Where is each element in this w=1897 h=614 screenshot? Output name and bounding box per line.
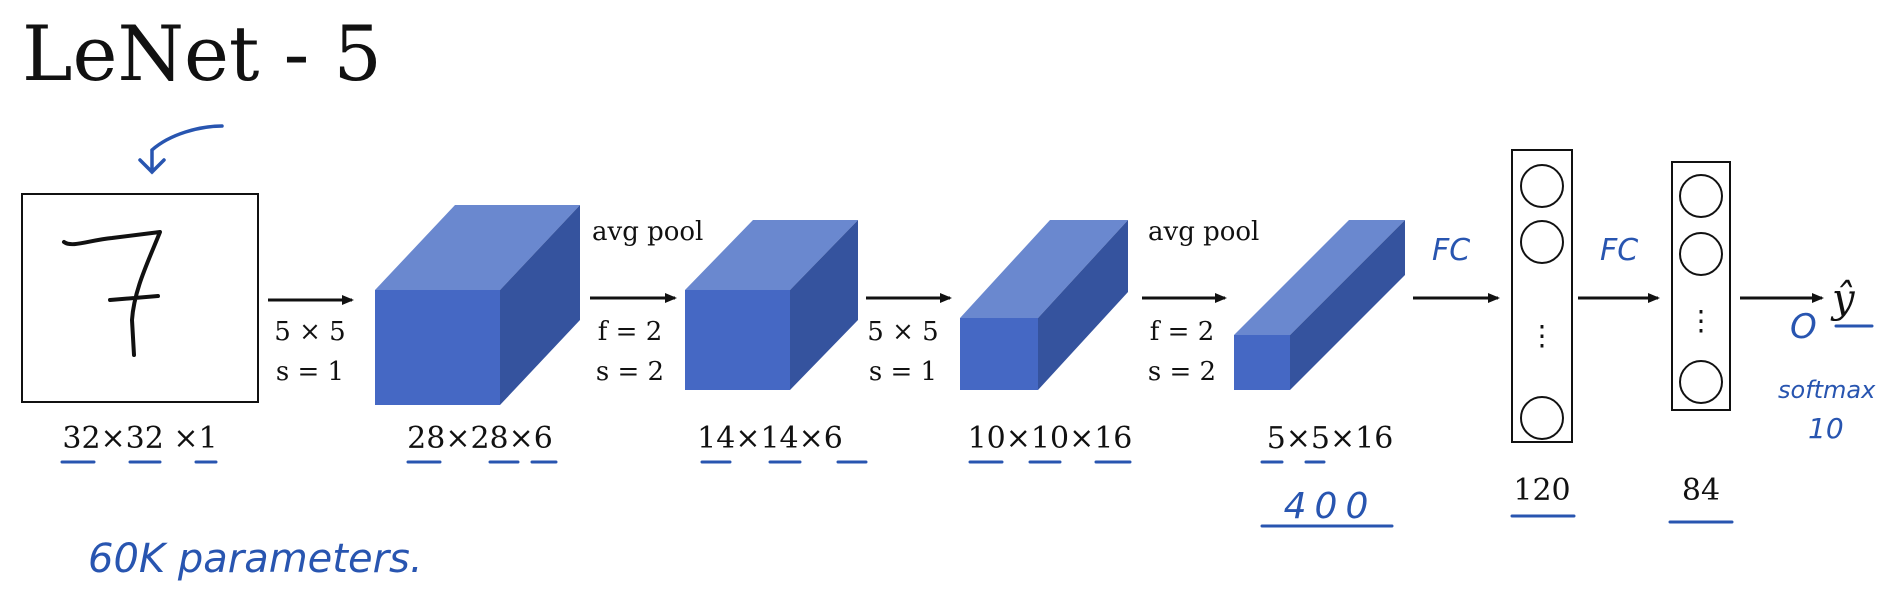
conv2-op-label2: s = 1 xyxy=(869,357,937,387)
pool2-op-top: avg pool xyxy=(1148,217,1259,247)
conv1-dims: 28×28×6 xyxy=(407,421,553,456)
fc1-annotation: FC xyxy=(1432,233,1470,268)
conv2-cube-front xyxy=(960,318,1038,390)
conv2-dims: 10×10×16 xyxy=(968,421,1133,456)
conv1-op-label1: 5 × 5 xyxy=(274,317,345,347)
pool2-dims: 5×5×16 xyxy=(1267,421,1394,456)
conv1-cube xyxy=(375,205,580,405)
handwritten-arrow xyxy=(138,124,224,175)
softmax-annotation: softmax xyxy=(1778,376,1876,404)
pool1-op-label2: s = 2 xyxy=(596,357,664,387)
classes-annotation: 10 xyxy=(1808,412,1844,445)
handwritten-annotations: FC FC 400 60K parameters. O softmax 10 xyxy=(60,233,1876,582)
flatten-annotation: 400 xyxy=(1284,486,1377,527)
fc2-neuron xyxy=(1679,360,1723,404)
fc1-frame xyxy=(1511,149,1573,443)
conv1-cube-side xyxy=(500,205,580,405)
pool2-cube-top xyxy=(1234,220,1405,335)
conv2-cube-side xyxy=(1038,220,1128,390)
pool1-cube-top xyxy=(685,220,858,290)
params-annotation: 60K parameters. xyxy=(88,536,423,582)
input-dims: 32×32 ×1 xyxy=(62,421,217,456)
fc2-annotation: FC xyxy=(1600,233,1638,268)
pool2-cube xyxy=(1234,220,1405,390)
diagram-title: LeNet - 5 xyxy=(22,9,382,98)
underline-marks xyxy=(60,324,1874,528)
conv1-cube-top xyxy=(375,205,580,290)
output-symbol: ŷ xyxy=(1830,276,1856,322)
fc1-size: 120 xyxy=(1513,473,1570,508)
pool2-op-label2: s = 2 xyxy=(1148,357,1216,387)
digit-seven-drawing xyxy=(62,230,162,357)
pool1-cube-side xyxy=(790,220,858,390)
conv2-cube xyxy=(960,220,1128,390)
pool1-cube-front xyxy=(685,290,790,390)
fc2-neuron xyxy=(1679,232,1723,276)
pool1-dims: 14×14×6 xyxy=(697,421,843,456)
conv1-op-label2: s = 1 xyxy=(276,357,344,387)
fc2-layer: ⋮ xyxy=(1671,161,1731,411)
fc1-vdots: ⋮ xyxy=(1528,319,1556,352)
fc2-vdots: ⋮ xyxy=(1687,304,1715,337)
pool2-cube-front xyxy=(1234,335,1290,390)
pool2-op-label1: f = 2 xyxy=(1150,317,1214,347)
input-image xyxy=(21,193,259,403)
pool1-op-label1: f = 2 xyxy=(598,317,662,347)
fc1-neuron xyxy=(1520,164,1564,208)
conv1-cube-front xyxy=(375,290,500,405)
pool1-op-top: avg pool xyxy=(592,217,703,247)
conv2-op-label1: 5 × 5 xyxy=(867,317,938,347)
output-o-annotation: O xyxy=(1790,307,1817,347)
conv2-cube-top xyxy=(960,220,1128,318)
pool2-cube-side xyxy=(1290,220,1405,390)
fc1-neuron xyxy=(1520,396,1564,440)
fc1-layer: ⋮ xyxy=(1511,149,1573,443)
fc2-neuron xyxy=(1679,174,1723,218)
fc1-neuron xyxy=(1520,220,1564,264)
pool1-cube xyxy=(685,220,858,390)
fc2-size: 84 xyxy=(1682,473,1720,508)
